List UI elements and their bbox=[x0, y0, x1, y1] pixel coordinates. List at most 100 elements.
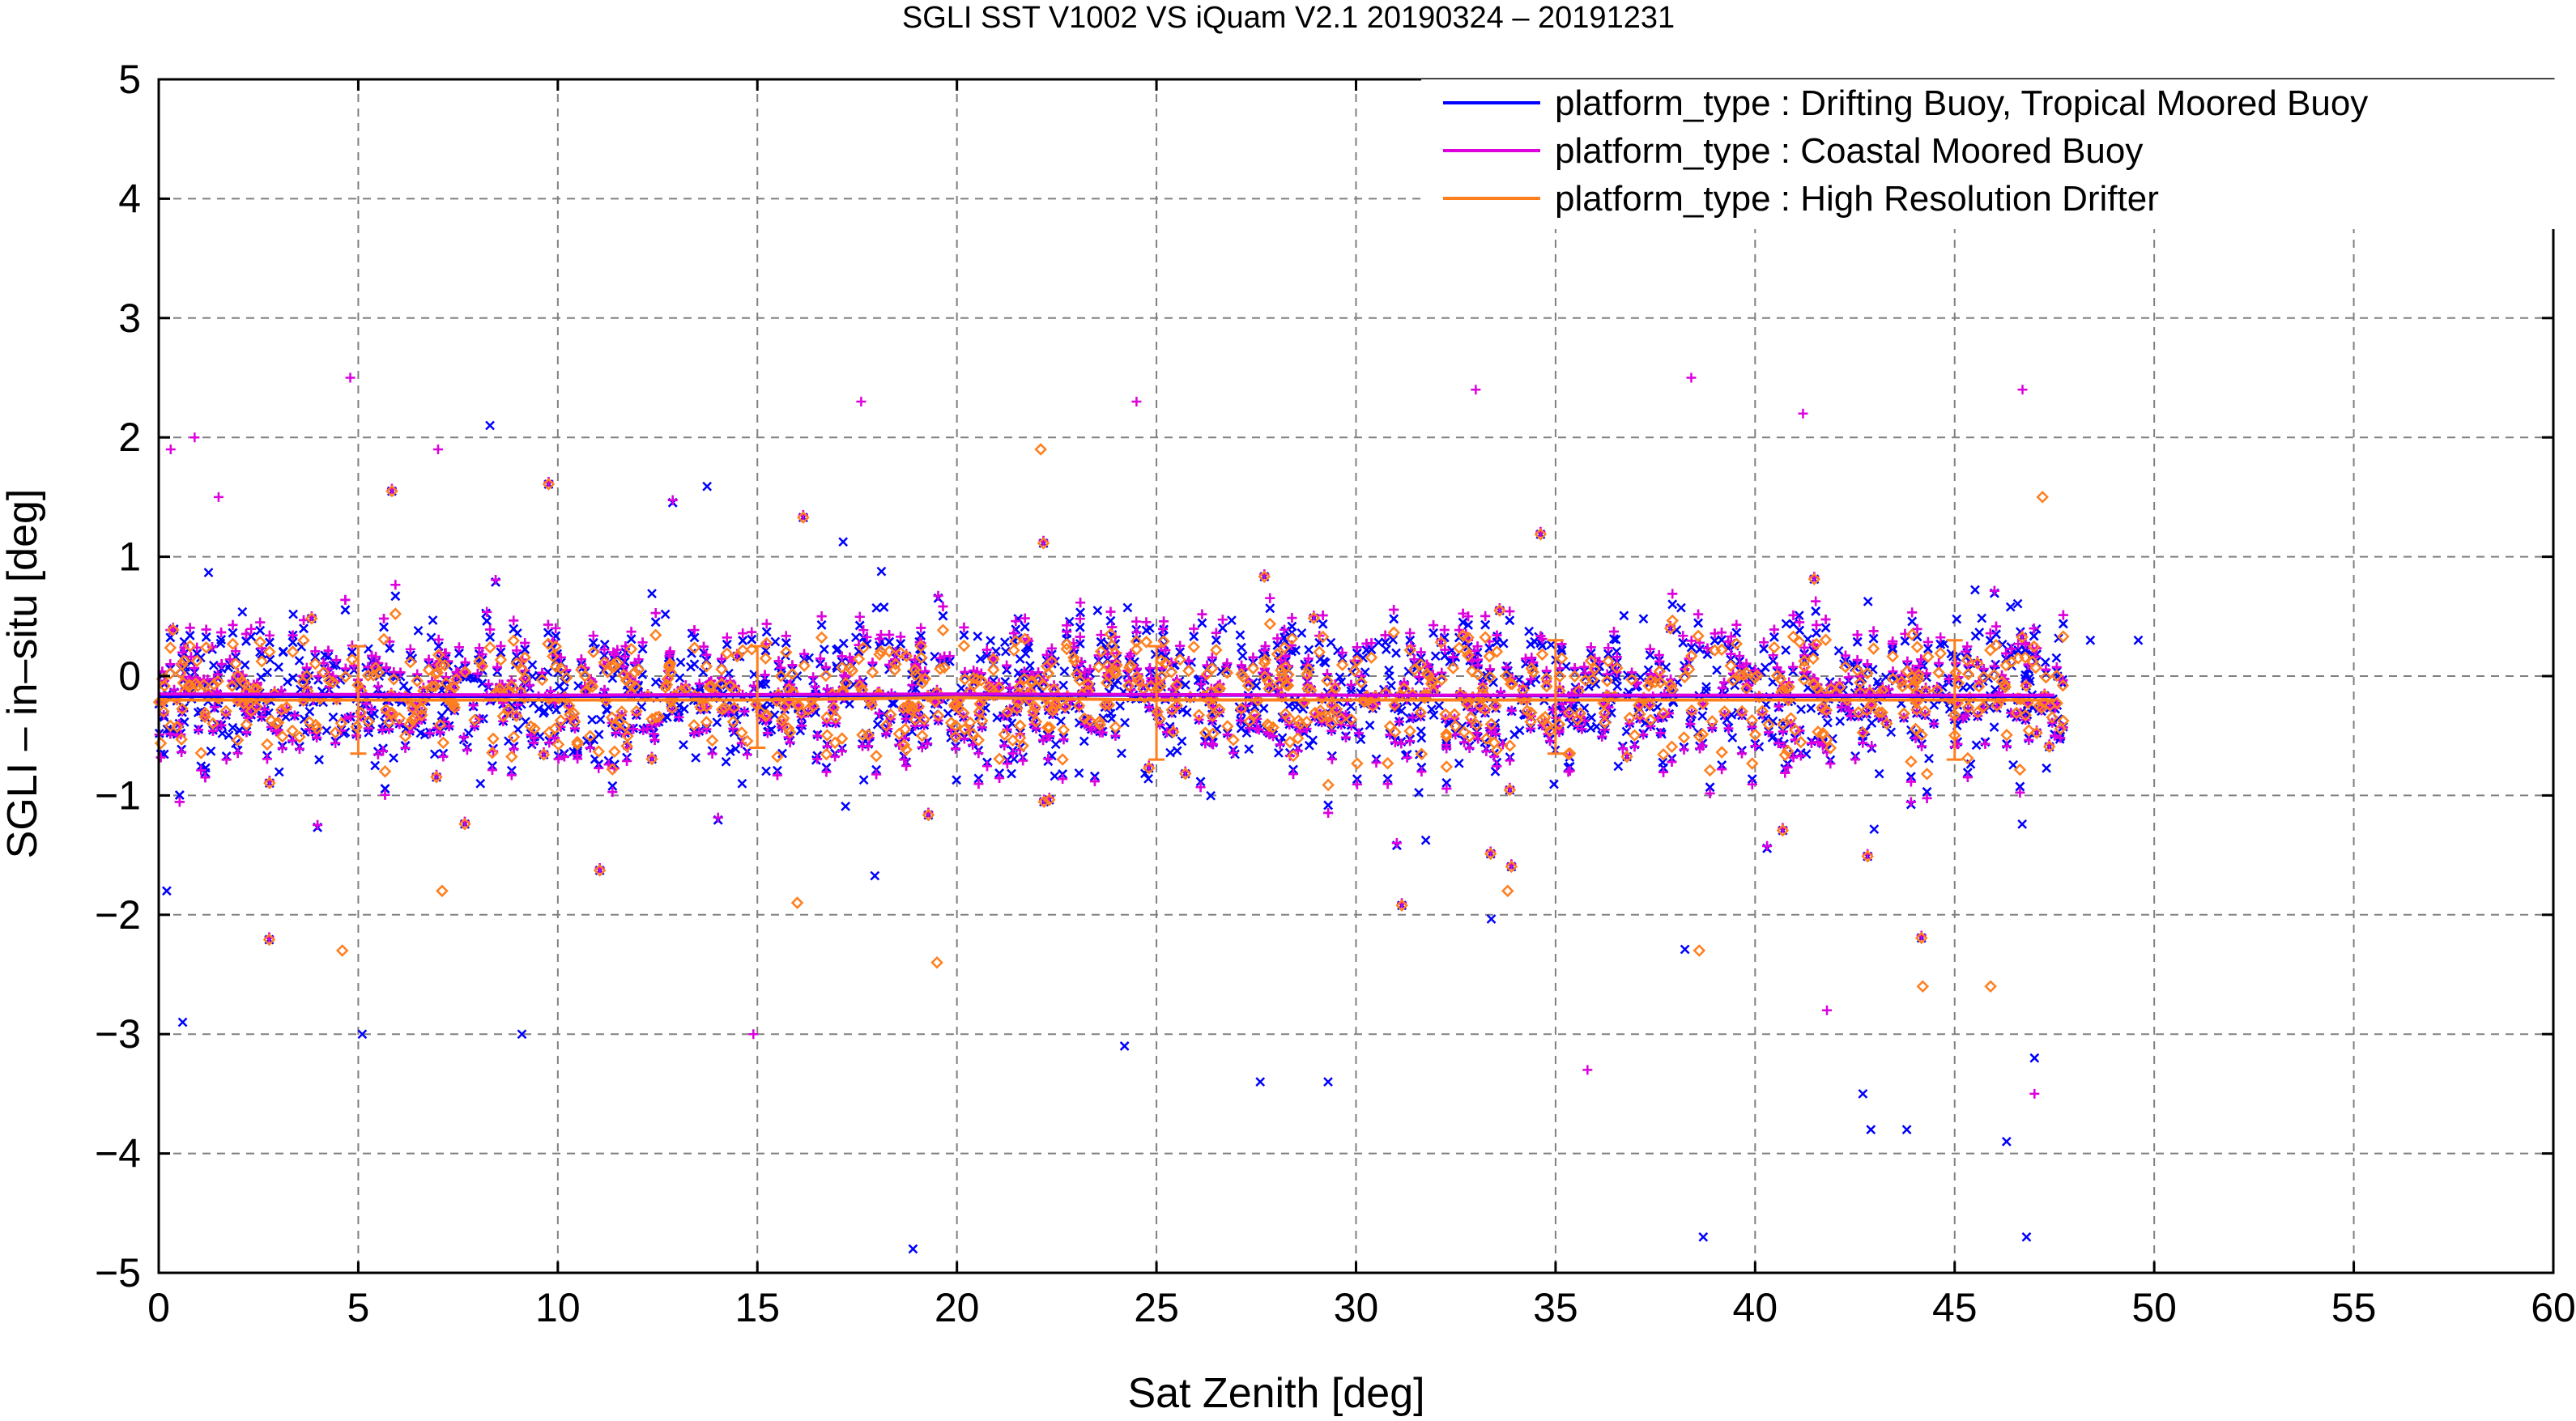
data-point bbox=[1236, 723, 1246, 734]
data-point bbox=[539, 706, 550, 717]
data-point bbox=[174, 790, 185, 800]
data-point bbox=[1389, 604, 1399, 615]
data-point bbox=[2002, 741, 2012, 751]
data-point bbox=[520, 645, 530, 654]
data-point bbox=[2040, 657, 2050, 667]
data-point bbox=[2021, 1232, 2032, 1242]
data-point bbox=[1165, 747, 1175, 758]
data-point bbox=[1122, 602, 1133, 613]
data-point bbox=[1852, 636, 1863, 647]
data-point bbox=[1292, 746, 1303, 756]
data-point bbox=[607, 781, 618, 791]
data-point bbox=[870, 870, 880, 881]
data-point bbox=[973, 773, 984, 784]
data-point bbox=[1869, 824, 1880, 834]
data-point bbox=[650, 677, 661, 687]
data-point bbox=[626, 634, 637, 645]
data-point bbox=[278, 646, 288, 657]
data-point bbox=[543, 628, 553, 638]
data-point bbox=[2042, 763, 2052, 773]
data-point bbox=[2024, 735, 2034, 746]
data-point bbox=[1747, 774, 1757, 785]
data-point bbox=[2020, 670, 2031, 680]
data-point bbox=[602, 705, 612, 715]
data-point bbox=[1050, 771, 1060, 781]
data-point bbox=[1490, 766, 1501, 776]
data-point bbox=[1020, 622, 1030, 632]
data-point bbox=[1308, 735, 1318, 746]
data-point bbox=[1326, 637, 1336, 648]
data-point bbox=[428, 615, 438, 625]
data-point bbox=[1480, 619, 1491, 630]
data-point bbox=[2029, 631, 2039, 641]
data-point bbox=[1024, 643, 1033, 653]
data-point bbox=[1768, 716, 1778, 726]
data-point bbox=[599, 640, 610, 649]
data-point bbox=[161, 886, 172, 896]
data-point bbox=[769, 710, 780, 720]
data-point bbox=[1886, 727, 1897, 738]
data-point bbox=[1360, 667, 1370, 678]
data-point bbox=[1603, 649, 1613, 659]
chart-title: SGLI SST V1002 VS iQuam V2.1 20190324 – … bbox=[902, 1, 1675, 35]
data-point bbox=[587, 715, 597, 725]
data-point bbox=[299, 623, 309, 634]
data-point bbox=[1874, 768, 1884, 779]
data-point bbox=[816, 619, 827, 630]
data-point bbox=[1907, 607, 1918, 618]
data-point bbox=[1050, 739, 1061, 750]
data-point bbox=[1227, 615, 1237, 626]
data-point bbox=[637, 644, 648, 654]
data-point bbox=[660, 609, 671, 619]
data-point bbox=[1535, 638, 1546, 649]
data-point bbox=[1621, 726, 1632, 737]
data-point bbox=[1366, 645, 1377, 655]
data-point bbox=[1172, 746, 1182, 756]
data-point bbox=[2133, 635, 2144, 645]
data-point bbox=[228, 722, 238, 733]
data-point bbox=[1900, 636, 1910, 646]
data-point bbox=[1505, 755, 1515, 766]
data-point bbox=[1806, 703, 1816, 713]
data-point bbox=[872, 719, 883, 730]
data-point bbox=[1731, 628, 1742, 638]
data-point bbox=[1833, 645, 1844, 656]
data-point bbox=[1922, 644, 1933, 653]
data-point bbox=[299, 714, 309, 725]
data-point bbox=[1463, 620, 1473, 630]
data-point bbox=[999, 637, 1010, 648]
data-point bbox=[454, 648, 464, 658]
data-point bbox=[879, 602, 889, 612]
data-point bbox=[265, 654, 275, 665]
data-point bbox=[177, 1017, 188, 1027]
data-point bbox=[1697, 711, 1708, 721]
data-point bbox=[761, 627, 772, 637]
data-point bbox=[1922, 786, 1932, 797]
data-point bbox=[2085, 635, 2096, 645]
data-point bbox=[1388, 635, 1399, 645]
data-point bbox=[1823, 717, 1833, 728]
data-point bbox=[314, 755, 324, 765]
data-point bbox=[390, 591, 401, 602]
data-point bbox=[1075, 607, 1085, 618]
data-point bbox=[1458, 617, 1468, 628]
data-point bbox=[1768, 656, 1778, 666]
data-point bbox=[819, 645, 829, 654]
data-point bbox=[1092, 606, 1103, 615]
data-point bbox=[340, 605, 351, 615]
data-point bbox=[262, 754, 272, 764]
data-point bbox=[475, 778, 486, 789]
data-point bbox=[1206, 790, 1216, 801]
data-point bbox=[589, 734, 599, 745]
data-point bbox=[1464, 743, 1475, 754]
data-point bbox=[1811, 606, 1821, 616]
data-point bbox=[1079, 736, 1089, 747]
data-point bbox=[287, 637, 298, 648]
data-point bbox=[1420, 835, 1431, 845]
data-point bbox=[854, 646, 864, 657]
data-point bbox=[1835, 716, 1846, 726]
data-point bbox=[689, 659, 700, 670]
data-point bbox=[973, 632, 983, 641]
data-point bbox=[1667, 599, 1678, 610]
data-point bbox=[1794, 611, 1804, 621]
